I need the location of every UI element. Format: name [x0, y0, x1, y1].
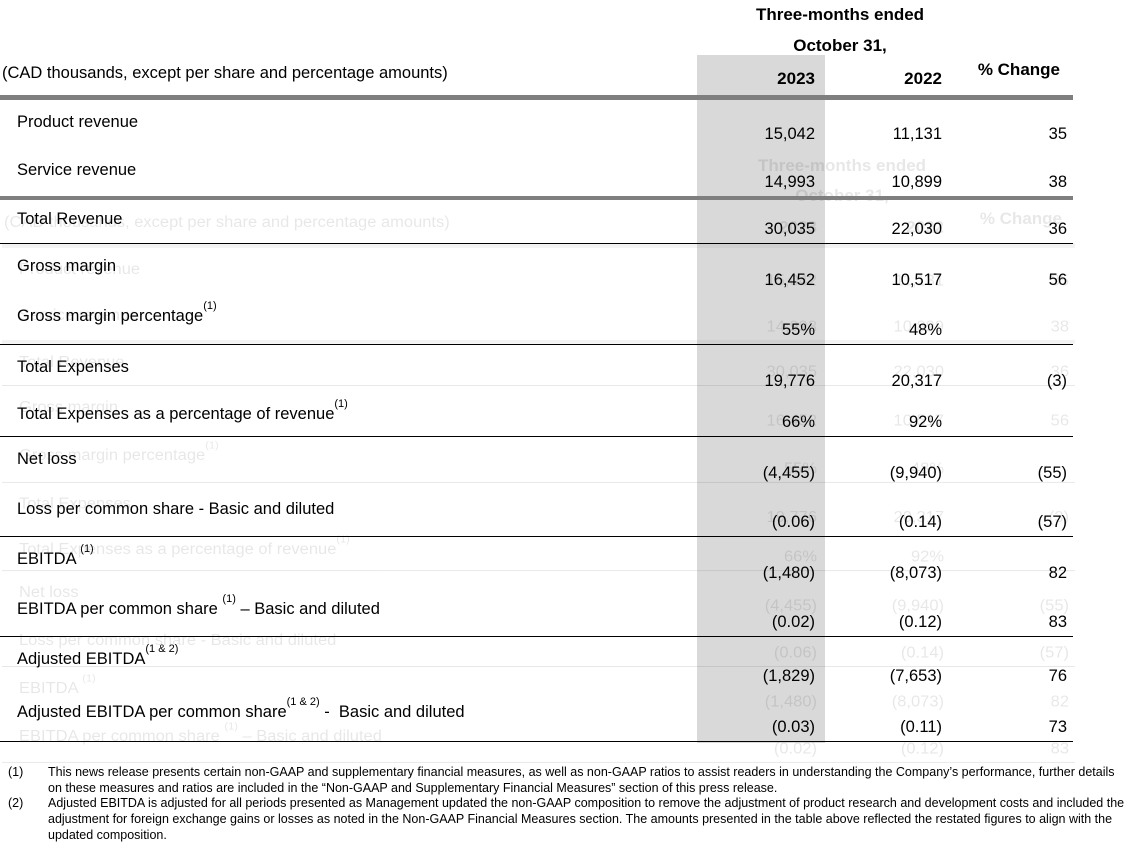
table-row-total-revenue: Total Revenue 30,035 22,030 36 [0, 200, 1073, 244]
row-label: Gross margin percentage(1) [17, 299, 217, 325]
value-2022: 22,030 [891, 220, 942, 238]
row-label: Total Expenses as a percentage of revenu… [17, 397, 348, 423]
footnotes: (1) This news release presents certain n… [0, 758, 1136, 844]
value-2022: 92% [908, 413, 942, 431]
value-2022: (9,940) [889, 464, 942, 482]
footnote-2-marker: (2) [8, 796, 24, 811]
table-row-ebitda-per-share: EBITDA per common share (1) – Basic and … [0, 587, 1073, 637]
value-change: 83 [1048, 613, 1067, 631]
value-change: (57) [1037, 513, 1067, 531]
table-row-gross-margin: Gross margin 16,452 10,517 56 [0, 244, 1073, 294]
period-heading-line2: October 31, [793, 36, 887, 55]
units-note: (CAD thousands, except per share and per… [2, 64, 448, 82]
table-row-net-loss: Net loss (4,455) (9,940) (55) [0, 437, 1073, 487]
value-change: (3) [1046, 372, 1067, 390]
value-2023: (0.02) [771, 613, 815, 631]
value-2023: 14,993 [764, 173, 815, 191]
value-2022: (0.11) [900, 718, 942, 736]
value-2022: (8,073) [889, 564, 942, 582]
value-change: 82 [1048, 564, 1067, 582]
footnote-1-text: This news release presents certain non-G… [48, 765, 1115, 795]
table-row-loss-per-share: Loss per common share - Basic and dilute… [0, 487, 1073, 537]
value-2023: 55% [781, 321, 815, 339]
row-label: Loss per common share - Basic and dilute… [17, 500, 335, 518]
value-change: 35 [1048, 125, 1067, 143]
table-row-adjusted-ebitda-per-share: Adjusted EBITDA per common share(1 & 2) … [0, 690, 1073, 742]
value-2023: (1,480) [762, 564, 815, 582]
footnote-2: (2) Adjusted EBITDA is adjusted for all … [0, 796, 1136, 843]
value-2022: (7,653) [889, 667, 942, 685]
value-change: 56 [1048, 271, 1067, 289]
table-header: Three-months ended October 31, (CAD thou… [0, 0, 1073, 95]
value-2022: 11,131 [892, 125, 942, 143]
value-change: (55) [1037, 464, 1067, 482]
column-header-2022: 2022 [904, 69, 942, 88]
table-row-product-revenue: Product revenue 15,042 11,131 35 [0, 100, 1073, 148]
value-2023: (4,455) [762, 464, 815, 482]
value-2023: (1,829) [762, 667, 815, 685]
value-change: 73 [1048, 718, 1067, 736]
table-row-ebitda: EBITDA (1) (1,480) (8,073) 82 [0, 537, 1073, 587]
table-body: Product revenue 15,042 11,131 35 Service… [0, 100, 1073, 742]
table-row-adjusted-ebitda: Adjusted EBITDA(1 & 2) (1,829) (7,653) 7… [0, 637, 1073, 690]
row-label: Adjusted EBITDA(1 & 2) [17, 642, 179, 668]
table-row-gross-margin-percentage: Gross margin percentage(1) 55% 48% [0, 294, 1073, 345]
period-heading-line1: Three-months ended [755, 5, 925, 24]
column-header-2023: 2023 [777, 69, 815, 88]
value-2022: 48% [908, 321, 942, 339]
value-change: 76 [1048, 667, 1067, 685]
row-label: Net loss [17, 450, 77, 468]
row-label: Adjusted EBITDA per common share(1 & 2) … [17, 695, 465, 721]
value-change: 36 [1048, 220, 1067, 238]
footnote-1: (1) This news release presents certain n… [0, 765, 1136, 796]
row-label: Total Expenses [17, 358, 129, 376]
value-2023: 16,452 [764, 271, 815, 289]
value-2022: (0.14) [898, 513, 942, 531]
value-2023: 30,035 [764, 220, 815, 238]
value-change [942, 432, 1067, 436]
value-2023: (0.03) [771, 718, 815, 736]
value-2022: 20,317 [891, 372, 942, 390]
row-label: Service revenue [17, 161, 137, 179]
column-header-percent-change: % Change [977, 60, 1060, 79]
row-label: Product revenue [17, 113, 139, 131]
value-2023: 15,042 [764, 125, 815, 143]
row-label: EBITDA (1) [17, 542, 94, 568]
row-label: Total Revenue [17, 210, 123, 228]
table-row-service-revenue: Service revenue 14,993 10,899 38 [0, 148, 1073, 200]
value-2023: 19,776 [764, 372, 815, 390]
row-label: Gross margin [17, 257, 117, 275]
highlight-column-2023 [697, 55, 825, 743]
value-change [942, 340, 1067, 344]
value-2023: 66% [781, 413, 815, 431]
value-change: 38 [1048, 173, 1067, 191]
table-row-total-expenses: Total Expenses 19,776 20,317 (3) [0, 345, 1073, 395]
value-2022: 10,899 [891, 173, 942, 191]
row-label: EBITDA per common share (1) – Basic and … [17, 592, 380, 618]
value-2022: 10,517 [891, 271, 942, 289]
footnote-2-text: Adjusted EBITDA is adjusted for all peri… [48, 796, 1125, 842]
value-2023: (0.06) [771, 513, 815, 531]
value-2022: (0.12) [898, 613, 942, 631]
header-rule [0, 95, 1073, 100]
table-row-total-expenses-percentage: Total Expenses as a percentage of revenu… [0, 395, 1073, 437]
financial-table: Three-months ended October 31, (CAD thou… [0, 0, 1073, 742]
footnote-1-marker: (1) [8, 765, 24, 779]
